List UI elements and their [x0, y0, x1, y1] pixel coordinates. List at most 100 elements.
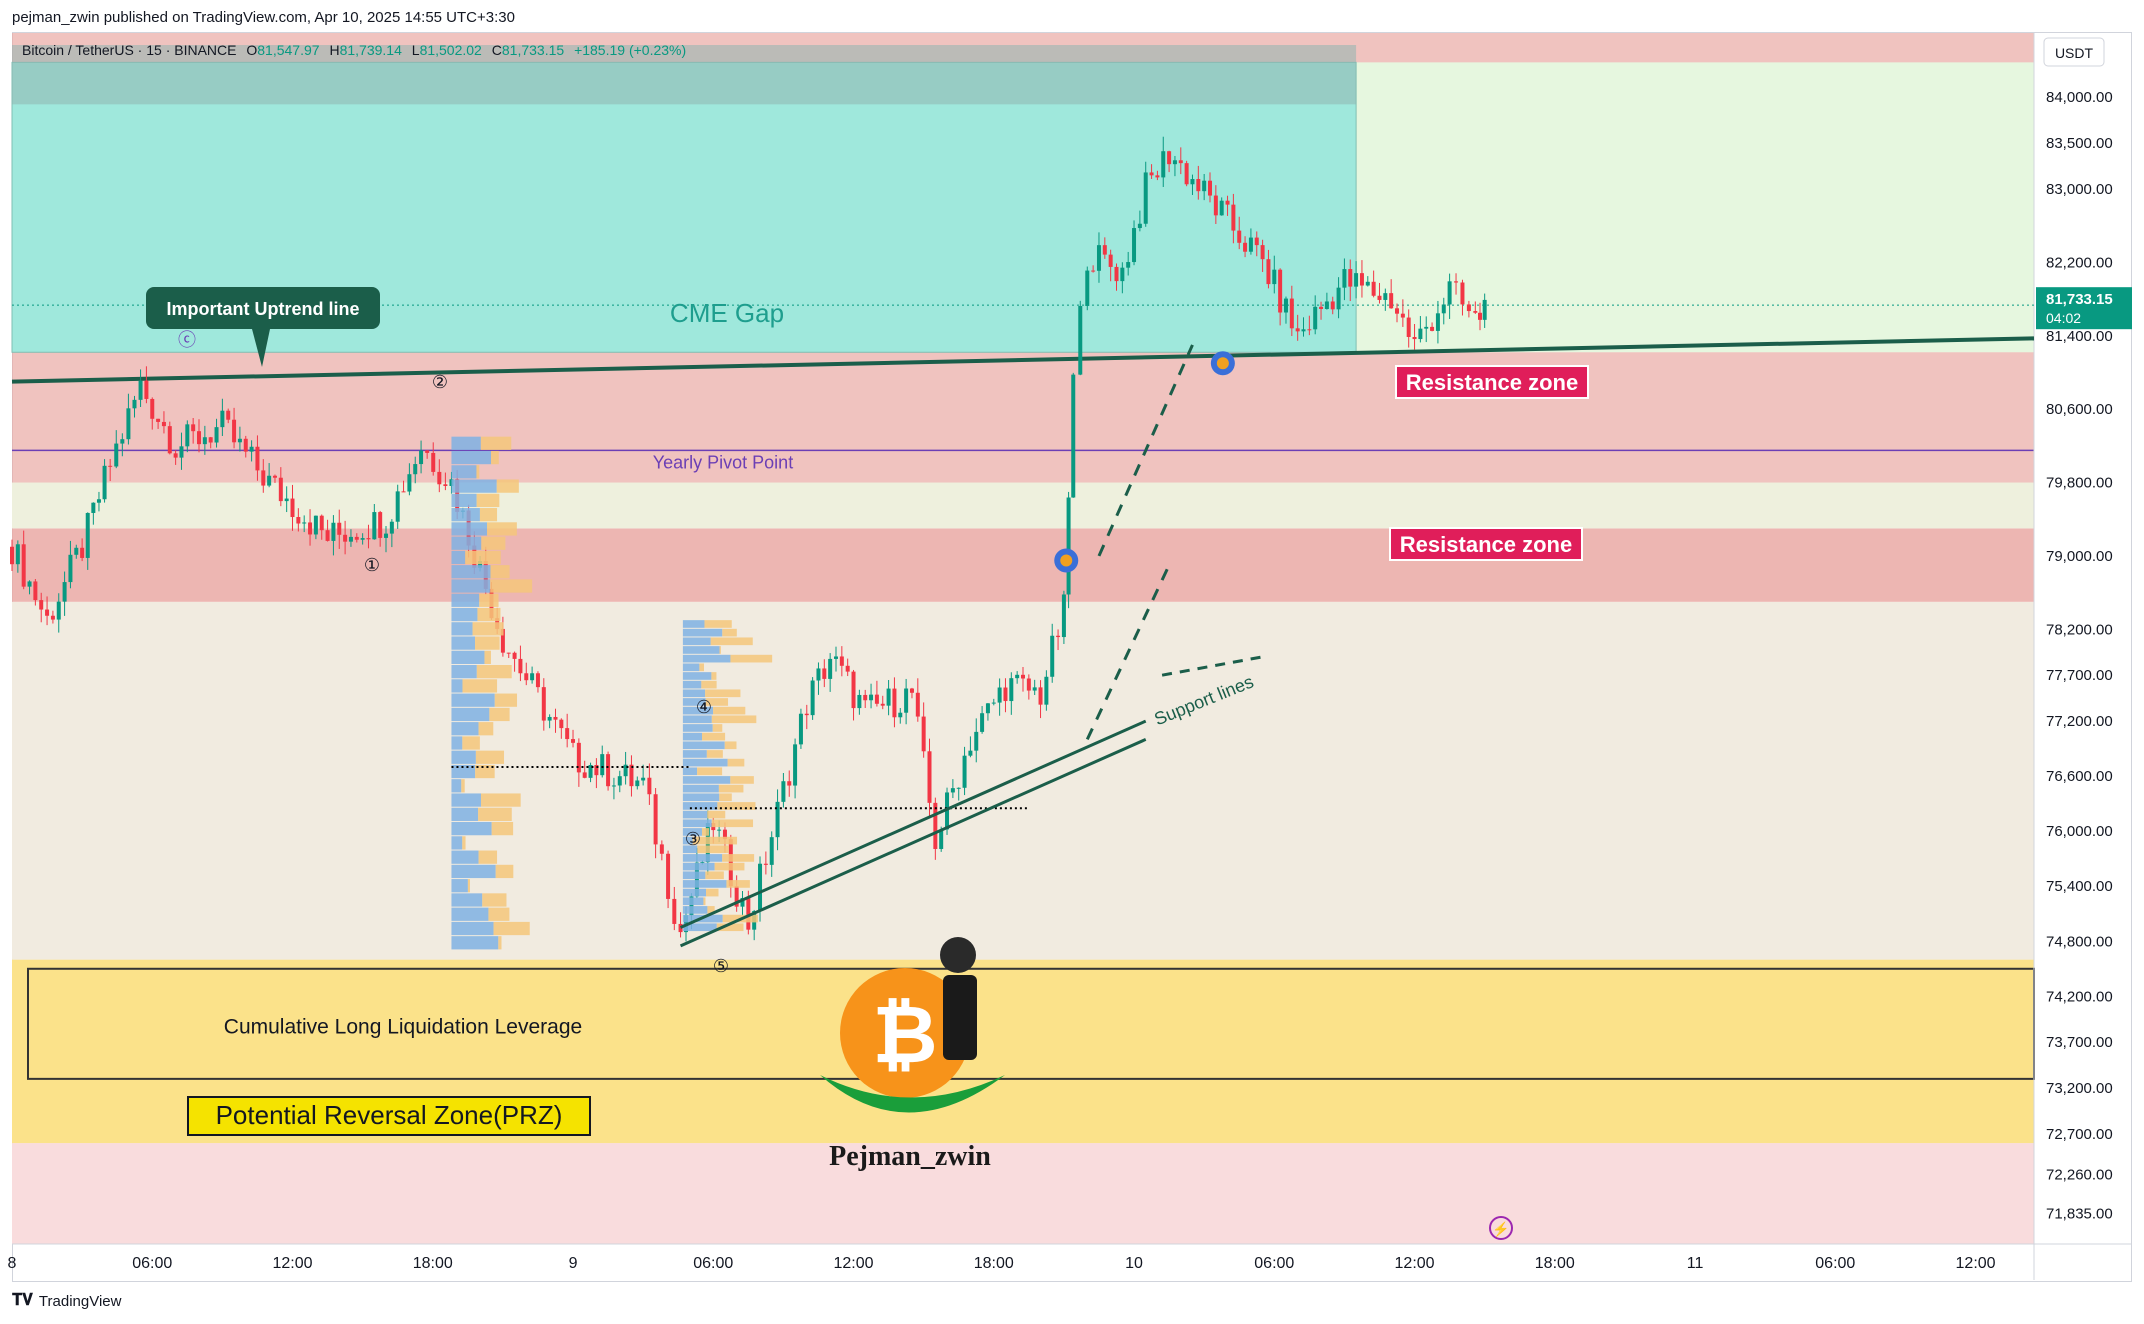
volume-profile-1-sell-bar — [467, 879, 470, 893]
tradingview-logo-icon[interactable]: 𝐓𝐕 — [12, 1292, 33, 1309]
candle-body — [1137, 223, 1142, 229]
volume-profile-2-sell-bar — [699, 663, 704, 672]
uptrend-callout-box — [146, 287, 380, 329]
volume-profile-1-sell-bar — [489, 707, 510, 722]
bitcoin-logo-icon — [840, 968, 970, 1098]
candle-body — [535, 673, 540, 688]
point-2-label: ② — [432, 372, 448, 392]
candle-body — [728, 839, 733, 887]
candle-body — [1096, 245, 1101, 271]
volume-profile-2-buy-bar — [682, 698, 706, 706]
candle-body — [1196, 179, 1201, 192]
candle-body — [1231, 204, 1236, 231]
volume-profile-2-sell-bar — [697, 845, 729, 854]
candle-body — [547, 716, 552, 721]
candle-body — [594, 764, 599, 776]
candle-body — [1289, 298, 1294, 329]
candle-body — [845, 665, 850, 672]
point-3-label: ③ — [685, 829, 701, 849]
volume-profile-1-buy-bar — [451, 907, 489, 921]
candle-body — [1190, 179, 1195, 185]
last-price-value: 81,733.15 — [2046, 291, 2113, 308]
candle-body — [816, 668, 821, 681]
time-tick-label: 12:00 — [272, 1255, 312, 1272]
volume-profile-1-sell-bar — [488, 907, 510, 921]
candle-body — [395, 491, 400, 522]
volume-profile-1-sell-bar — [476, 665, 512, 679]
candle-body — [68, 554, 73, 583]
candle-body — [1330, 301, 1335, 310]
tradingview-brand[interactable]: TradingView — [38, 1292, 122, 1310]
prz-label-box — [187, 1096, 591, 1136]
volume-profile-1-sell-bar — [461, 779, 465, 793]
price-tick-label: 74,200.00 — [2046, 988, 2113, 1005]
volume-profile-2-sell-bar — [692, 836, 738, 845]
avatar-head-icon — [940, 937, 976, 973]
candle-body — [214, 427, 219, 443]
price-tick-label: 73,200.00 — [2046, 1080, 2113, 1097]
time-tick-label: 18:00 — [413, 1255, 453, 1272]
candle-body — [553, 716, 558, 720]
support-line-upper — [679, 719, 1147, 929]
time-tick-label: 8 — [8, 1255, 17, 1272]
volume-profile-1-sell-bar — [472, 622, 504, 636]
candle-body — [833, 656, 838, 659]
volume-profile-1-sell-bar — [491, 821, 514, 836]
volume-profile-2-sell-bar — [719, 793, 732, 802]
candle-body — [45, 609, 50, 616]
volume-profile-2-sell-bar — [727, 758, 745, 767]
volume-profile-2-buy-bar — [682, 689, 706, 698]
alert-lightning-glyph: ⚡ — [1492, 1221, 1509, 1238]
point-1-label: ① — [364, 555, 380, 575]
volume-profile-2-sell-bar — [705, 689, 741, 698]
candle-body — [267, 475, 272, 486]
projection-dashed-upper — [1097, 344, 1194, 557]
candle-body — [15, 544, 20, 565]
candle-body — [1208, 180, 1213, 196]
volume-profile-2-sell-bar — [722, 628, 737, 637]
volume-profile-1-buy-bar — [451, 522, 488, 536]
candle-body — [343, 534, 348, 542]
candle-body — [1260, 245, 1265, 260]
avatar-body-icon — [943, 975, 977, 1060]
volume-profile-2-buy-bar — [682, 750, 707, 758]
volume-profile-2-buy-bar — [682, 758, 728, 767]
volume-profile-2-sell-bar — [722, 854, 755, 862]
price-tick-label: 76,600.00 — [2046, 768, 2113, 785]
volume-profile-1-buy-bar — [451, 879, 468, 893]
time-tick-label: 06:00 — [1254, 1255, 1294, 1272]
price-tick-label: 81,400.00 — [2046, 328, 2113, 345]
time-tick-label: 11 — [1687, 1255, 1704, 1272]
volume-profile-1-buy-bar — [451, 821, 492, 836]
price-tick-label: 80,600.00 — [2046, 401, 2113, 418]
candle-body — [763, 863, 768, 865]
candle-body — [308, 522, 313, 535]
volume-profile-1-buy-bar — [451, 921, 494, 936]
candle-body — [804, 713, 809, 716]
volume-profile-2-sell-bar — [716, 923, 744, 932]
volume-profile-2-buy-bar — [682, 854, 723, 862]
volume-profile-1-sell-bar — [465, 550, 501, 565]
candle-body — [892, 688, 897, 718]
volume-profile-1-buy-bar — [451, 493, 477, 508]
volume-profile-2-buy-bar — [682, 880, 727, 888]
candle-body — [1301, 329, 1306, 332]
volume-profile-2-sell-bar — [730, 654, 773, 663]
candle-body — [1038, 687, 1043, 705]
candle-body — [1477, 312, 1482, 320]
time-tick-label: 06:00 — [1815, 1255, 1855, 1272]
price-tick-label: 71,835.00 — [2046, 1205, 2113, 1222]
candle-body — [700, 862, 705, 864]
volume-profile-2-sell-bar — [701, 828, 709, 836]
candle-body — [372, 512, 377, 540]
candle-body — [1365, 281, 1370, 286]
candle-body — [1032, 687, 1037, 691]
volume-profile-1-buy-bar — [451, 722, 479, 736]
volume-profile-1-sell-bar — [495, 864, 514, 879]
volume-profile-2-buy-bar — [682, 654, 731, 663]
volume-profile-2-sell-bar — [697, 767, 723, 776]
volume-profile-1-sell-bar — [478, 807, 512, 821]
candle-body — [512, 652, 517, 659]
price-tick-label: 79,000.00 — [2046, 548, 2113, 565]
